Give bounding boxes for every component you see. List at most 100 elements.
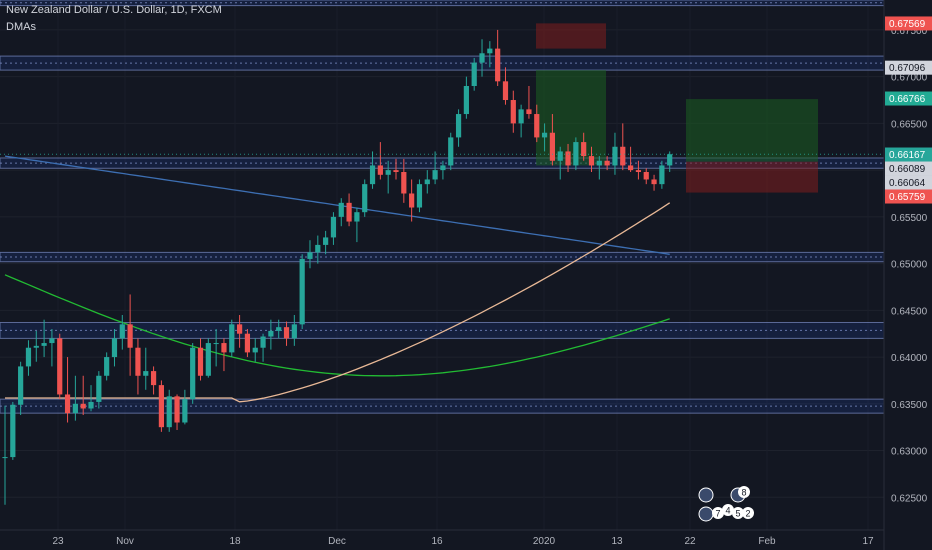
candle-body [596,160,602,166]
candle [57,333,63,400]
candle-body [315,244,321,253]
price-label-badge [885,60,932,75]
long-position-target-zone[interactable] [686,99,818,162]
candle-body [541,132,548,138]
candle [237,315,243,348]
time-tick-label: Dec [328,536,346,547]
price-label-text: 0.66766 [889,94,926,105]
candle [651,174,657,191]
candle [479,39,485,77]
event-icons[interactable]: 7 4 5 2 8 [698,486,754,522]
time-tick-label: 22 [684,536,696,547]
candle-body [534,114,540,138]
candle-body [291,324,297,339]
event-count-badge[interactable] [732,507,744,519]
candle [495,29,501,86]
price-tick-label: 0.65500 [891,213,928,224]
candle [393,158,399,180]
candle-body [667,154,673,166]
price-label-text: 0.66089 [889,164,926,175]
candle [18,361,24,416]
candle [80,375,86,416]
candle-body [166,396,172,428]
candle [213,329,219,367]
event-count-label: 5 [735,509,740,519]
candle [252,338,258,362]
candle-body [612,146,618,166]
candle [534,104,540,143]
candle [557,146,563,180]
event-count-label: 8 [741,488,746,498]
candle-body [41,343,47,346]
candle-body [174,396,180,423]
candle-body [323,237,329,245]
candle [338,198,344,227]
candle [385,160,391,194]
time-tick-label: 17 [862,536,874,547]
candle-body [479,53,485,63]
candle-body [604,160,610,166]
candle-body [659,165,665,185]
event-flag-icon[interactable] [698,487,714,503]
candle-body [25,347,32,367]
event-count-badge[interactable] [738,486,750,498]
time-tick-label: 13 [611,536,623,547]
candle [135,338,141,395]
candle-body [276,327,282,331]
time-tick-label: 23 [52,536,64,547]
candle [111,329,118,367]
price-label-badge [885,189,932,204]
sma-200-line [4,155,670,255]
candle-body [104,357,110,376]
candle-body [307,252,313,259]
event-count-label: 7 [715,509,720,519]
event-count-badge[interactable] [712,507,724,519]
position-tools[interactable] [536,23,818,193]
price-tick-label: 0.64500 [891,306,928,317]
candle-body [588,156,595,166]
price-tick-label: 0.62500 [891,493,928,504]
candle-body [268,330,274,337]
long-position-stop-zone[interactable] [686,161,818,193]
candle [49,329,55,367]
short-position-target-zone[interactable] [536,70,606,166]
candle-body [455,114,462,138]
price-tick-label: 0.64000 [891,353,928,364]
candle [299,254,305,330]
candle-body [401,171,407,194]
candle [182,389,188,425]
candle-body [182,399,188,423]
candle [283,321,290,346]
candle-body [252,347,258,353]
price-label-badge [885,91,932,106]
candle [346,193,352,227]
candle [643,168,649,185]
candle-body [495,48,501,82]
event-count-badge[interactable] [742,507,754,519]
candle [197,338,204,381]
candle-body [362,184,368,213]
candle-body [33,345,39,348]
candle [88,385,94,412]
candle-body [2,457,8,459]
price-label-badge [885,16,932,31]
candle-body [620,146,626,166]
candle-body [150,371,157,386]
candle-body [393,170,399,172]
candle [104,352,110,381]
candle-body [96,375,102,402]
candle [620,123,626,171]
candle-body [72,403,78,414]
candle-body [135,347,141,376]
short-position-stop-zone[interactable] [536,23,606,49]
candle-body [330,216,337,238]
event-count-badge[interactable] [722,504,734,516]
event-flag-icon[interactable] [698,506,714,522]
candle-body [338,202,344,217]
symbol-title[interactable]: New Zealand Dollar / U.S. Dollar, 1D, FX… [6,4,222,16]
candle [174,394,180,430]
candle-body [80,403,86,409]
candle [166,389,172,432]
indicator-legend[interactable]: DMAs [6,21,36,33]
